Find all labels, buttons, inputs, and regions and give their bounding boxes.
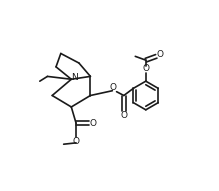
Text: O: O [110,83,117,92]
Text: O: O [142,64,149,73]
Text: O: O [157,50,164,59]
Text: O: O [120,111,127,120]
Text: N: N [71,73,78,82]
Text: O: O [90,119,97,128]
Text: O: O [72,137,79,146]
